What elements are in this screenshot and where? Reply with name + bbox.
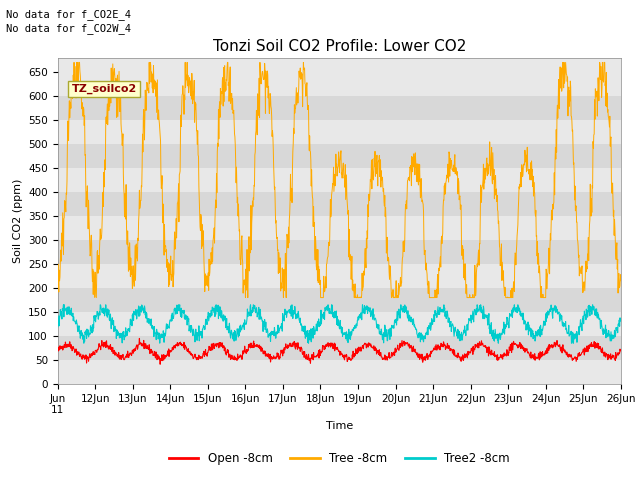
Text: TZ_soilco2: TZ_soilco2 (72, 84, 137, 94)
Text: No data for f_CO2W_4: No data for f_CO2W_4 (6, 23, 131, 34)
Bar (58, 144, 621, 168)
Bar (58, 264, 621, 288)
Legend: Open -8cm, Tree -8cm, Tree2 -8cm: Open -8cm, Tree -8cm, Tree2 -8cm (164, 447, 515, 469)
Bar (58, 312, 621, 336)
Text: No data for f_CO2E_4: No data for f_CO2E_4 (6, 9, 131, 20)
X-axis label: Time: Time (326, 421, 353, 431)
Bar (58, 192, 621, 216)
Bar (58, 240, 621, 264)
Title: Tonzi Soil CO2 Profile: Lower CO2: Tonzi Soil CO2 Profile: Lower CO2 (212, 39, 466, 54)
Bar (58, 360, 621, 384)
Bar (58, 288, 621, 312)
Bar (58, 120, 621, 144)
Bar (58, 216, 621, 240)
Bar (58, 96, 621, 120)
Bar (58, 168, 621, 192)
Bar (58, 336, 621, 360)
Y-axis label: Soil CO2 (ppm): Soil CO2 (ppm) (13, 179, 22, 263)
Bar (58, 72, 621, 96)
